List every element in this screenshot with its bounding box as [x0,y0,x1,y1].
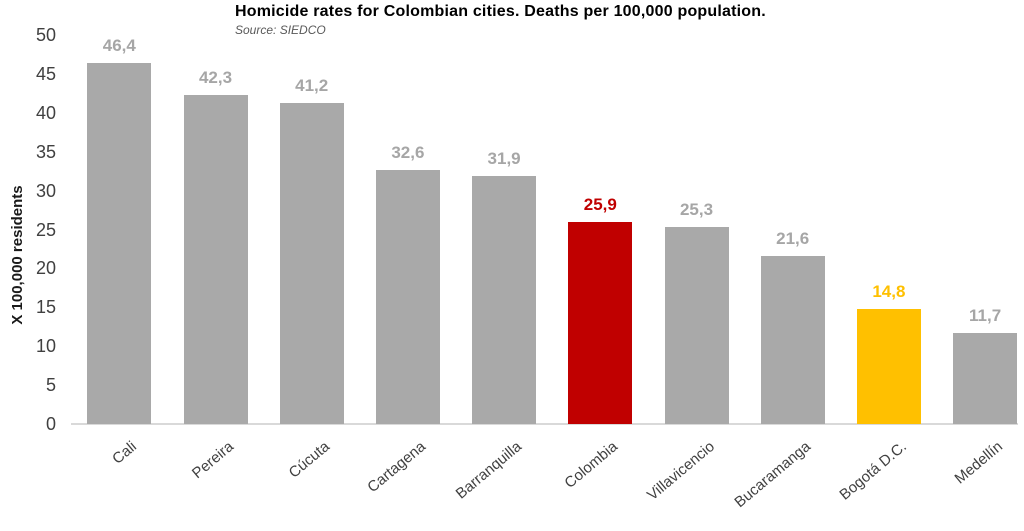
bar-Medellín [953,332,1018,424]
bar-Cúcuta [279,103,344,424]
bar-Barranquilla [472,175,537,424]
x-axis-baseline [71,423,1018,425]
bar-value-label-Cúcuta: 41,2 [295,76,329,96]
y-tick-label-25: 25 [35,219,56,240]
bar-value-label-Medellín: 11,7 [969,305,1002,325]
y-tick-label-45: 45 [35,63,56,84]
bar-Bogotá D.C. [856,308,921,424]
chart-source-note: Source: SIEDCO [235,23,326,37]
bar-value-label-Barranquilla: 31,9 [487,148,521,168]
bar-Cartagena [375,170,440,424]
bar-Colombia [568,222,633,424]
bar-value-label-Cali: 46,4 [102,36,136,55]
bar-Pereira [183,94,248,424]
bar-Villavicencio [664,227,729,424]
x-tick-label-Cali: Cali [109,438,141,468]
bar-value-label-Pereira: 42,3 [198,67,233,87]
bar-value-label-Bucaramanga: 21,6 [776,228,810,248]
y-tick-label-40: 40 [35,102,56,123]
y-tick-label-20: 20 [35,258,56,279]
y-tick-label-30: 30 [35,180,56,201]
chart-header: Homicide rates for Colombian cities. Dea… [235,3,766,37]
bar-Bucaramanga [760,255,825,424]
y-tick-label-0: 0 [45,414,56,434]
y-tick-label-5: 5 [45,375,56,396]
y-tick-label-35: 35 [35,141,56,162]
chart-title: Homicide rates for Colombian cities. Dea… [235,3,766,20]
y-tick-label-15: 15 [35,297,56,318]
bar-value-label-Villavicencio: 25,3 [679,200,714,220]
y-tick-label-50: 50 [35,25,56,45]
y-tick-label-10: 10 [35,336,56,357]
bar-value-label-Cartagena: 32,6 [391,143,425,163]
bar-Cali [87,63,152,424]
bar-value-label-Bogotá D.C.: 14,8 [872,281,906,301]
bar-value-label-Colombia: 25,9 [583,195,617,215]
